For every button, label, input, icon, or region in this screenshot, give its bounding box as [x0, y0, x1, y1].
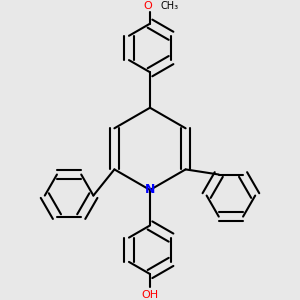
Text: N: N: [145, 184, 155, 196]
Text: CH₃: CH₃: [160, 1, 178, 11]
Text: OH: OH: [141, 290, 159, 300]
Text: O: O: [144, 1, 152, 11]
